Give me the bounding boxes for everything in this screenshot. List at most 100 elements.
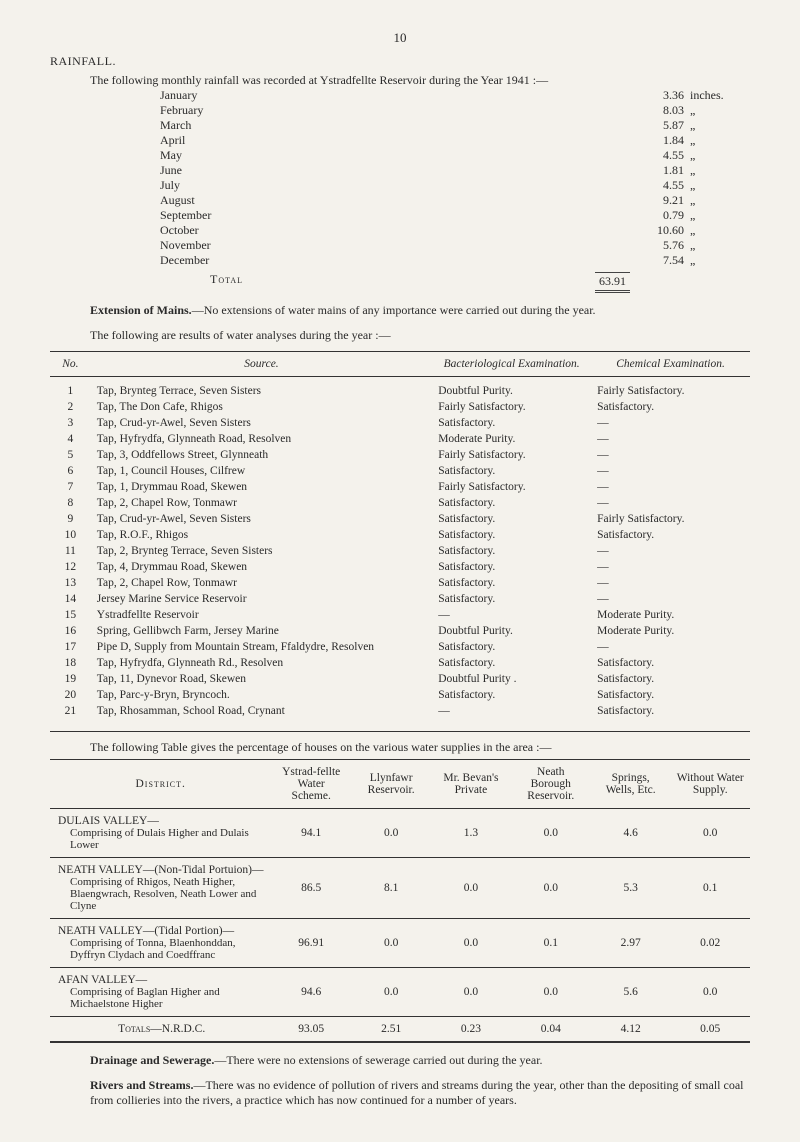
supply-value: 94.6 xyxy=(271,968,351,1017)
row-source: Tap, 11, Dynevor Road, Skewen xyxy=(91,671,432,687)
leader-dots xyxy=(250,208,634,223)
row-num: 3 xyxy=(50,415,91,431)
leader-dots xyxy=(250,148,634,163)
row-source: Tap, 2, Chapel Row, Tonmawr xyxy=(91,495,432,511)
mains-paragraph: Extension of Mains.—No extensions of wat… xyxy=(90,303,750,318)
col-source: Source. xyxy=(91,352,432,377)
rain-month: September xyxy=(160,208,250,223)
rain-month: November xyxy=(160,238,250,253)
row-chem: — xyxy=(591,463,750,479)
supply-value: 0.0 xyxy=(511,809,591,858)
row-chem: Fairly Satisfactory. xyxy=(591,511,750,527)
row-source: Tap, Hyfrydfa, Glynneath Rd., Resolven xyxy=(91,655,432,671)
row-source: Tap, Crud-yr-Awel, Seven Sisters xyxy=(91,511,432,527)
supply-value: 1.3 xyxy=(431,809,510,858)
rain-value: 1.84 xyxy=(634,133,690,148)
supply-value: 0.0 xyxy=(511,968,591,1017)
rain-value: 3.36 xyxy=(634,88,690,103)
table-row: 20Tap, Parc-y-Bryn, Bryncoch.Satisfactor… xyxy=(50,687,750,703)
table-row: 3Tap, Crud-yr-Awel, Seven SistersSatisfa… xyxy=(50,415,750,431)
rain-unit: „ xyxy=(690,133,750,148)
row-source: Spring, Gellibwch Farm, Jersey Marine xyxy=(91,623,432,639)
totals-label: Totals—N.R.D.C. xyxy=(50,1017,271,1043)
rain-unit: „ xyxy=(690,223,750,238)
table-row: 2Tap, The Don Cafe, RhigosFairly Satisfa… xyxy=(50,399,750,415)
table-row: 11Tap, 2, Brynteg Terrace, Seven Sisters… xyxy=(50,543,750,559)
row-source: Pipe D, Supply from Mountain Stream, Ffa… xyxy=(91,639,432,655)
district-cell: DULAIS VALLEY—Comprising of Dulais Highe… xyxy=(50,809,271,858)
leader-dots xyxy=(250,133,634,148)
row-chem: — xyxy=(591,415,750,431)
analyses-intro: The following are results of water analy… xyxy=(90,328,750,343)
district-cell: NEATH VALLEY—(Tidal Portion)—Comprising … xyxy=(50,919,271,968)
rainfall-row: September 0.79„ xyxy=(160,208,750,223)
supply-value: 5.3 xyxy=(591,858,671,919)
supply-value: 96.91 xyxy=(271,919,351,968)
mains-text: —No extensions of water mains of any imp… xyxy=(192,303,596,317)
row-bact: Fairly Satisfactory. xyxy=(432,447,591,463)
row-num: 7 xyxy=(50,479,91,495)
table-row: 19Tap, 11, Dynevor Road, SkewenDoubtful … xyxy=(50,671,750,687)
row-source: Tap, 1, Drymmau Road, Skewen xyxy=(91,479,432,495)
rain-unit: „ xyxy=(690,178,750,193)
col-neath: Neath Borough Reservoir. xyxy=(511,760,591,809)
rain-month: March xyxy=(160,118,250,133)
row-bact: Satisfactory. xyxy=(432,591,591,607)
rainfall-total-row: Total 63.91 xyxy=(50,272,750,293)
row-bact: — xyxy=(432,703,591,725)
row-chem: Satisfactory. xyxy=(591,527,750,543)
district-cell: AFAN VALLEY—Comprising of Baglan Higher … xyxy=(50,968,271,1017)
leader-dots xyxy=(250,163,634,178)
supply-row: DULAIS VALLEY—Comprising of Dulais Highe… xyxy=(50,809,750,858)
rain-value: 9.21 xyxy=(634,193,690,208)
rain-value: 0.79 xyxy=(634,208,690,223)
col-ystrad: Ystrad-fellte Water Scheme. xyxy=(271,760,351,809)
leader-dots xyxy=(250,103,634,118)
rain-unit: „ xyxy=(690,148,750,163)
rainfall-row: July4.55„ xyxy=(160,178,750,193)
row-num: 17 xyxy=(50,639,91,655)
supply-value: 0.02 xyxy=(670,919,750,968)
row-chem: Satisfactory. xyxy=(591,687,750,703)
col-no: No. xyxy=(50,352,91,377)
row-num: 18 xyxy=(50,655,91,671)
totals-value: 0.05 xyxy=(670,1017,750,1043)
row-bact: Satisfactory. xyxy=(432,575,591,591)
row-chem: — xyxy=(591,543,750,559)
row-bact: Satisfactory. xyxy=(432,527,591,543)
rain-value: 10.60 xyxy=(634,223,690,238)
rain-unit: „ xyxy=(690,118,750,133)
row-chem: Satisfactory. xyxy=(591,655,750,671)
table-row: 17Pipe D, Supply from Mountain Stream, F… xyxy=(50,639,750,655)
supply-value: 5.6 xyxy=(591,968,671,1017)
totals-value: 4.12 xyxy=(591,1017,671,1043)
table-row: 13Tap, 2, Chapel Row, TonmawrSatisfactor… xyxy=(50,575,750,591)
row-num: 2 xyxy=(50,399,91,415)
totals-row: Totals—N.R.D.C.93.052.510.230.044.120.05 xyxy=(50,1017,750,1043)
row-num: 20 xyxy=(50,687,91,703)
rain-unit: „ xyxy=(690,208,750,223)
table-row: 1Tap, Brynteg Terrace, Seven SistersDoub… xyxy=(50,377,750,400)
leader-dots xyxy=(250,253,634,268)
row-chem: — xyxy=(591,591,750,607)
row-bact: Doubtful Purity. xyxy=(432,623,591,639)
row-source: Jersey Marine Service Reservoir xyxy=(91,591,432,607)
supply-value: 0.0 xyxy=(670,809,750,858)
bacteriological-table: No. Source. Bacteriological Examination.… xyxy=(50,351,750,725)
row-bact: Satisfactory. xyxy=(432,559,591,575)
row-chem: — xyxy=(591,559,750,575)
rainfall-row: April1.84„ xyxy=(160,133,750,148)
rain-month: January xyxy=(160,88,250,103)
row-chem: — xyxy=(591,431,750,447)
rain-unit: „ xyxy=(690,253,750,268)
row-bact: — xyxy=(432,607,591,623)
leader-dots xyxy=(250,223,634,238)
row-source: Tap, 2, Brynteg Terrace, Seven Sisters xyxy=(91,543,432,559)
row-bact: Satisfactory. xyxy=(432,463,591,479)
leader-dots xyxy=(250,178,634,193)
row-bact: Fairly Satisfactory. xyxy=(432,399,591,415)
rainfall-row: January3.36inches. xyxy=(160,88,750,103)
page-number: 10 xyxy=(50,30,750,46)
row-bact: Satisfactory. xyxy=(432,639,591,655)
row-source: Ystradfellte Reservoir xyxy=(91,607,432,623)
